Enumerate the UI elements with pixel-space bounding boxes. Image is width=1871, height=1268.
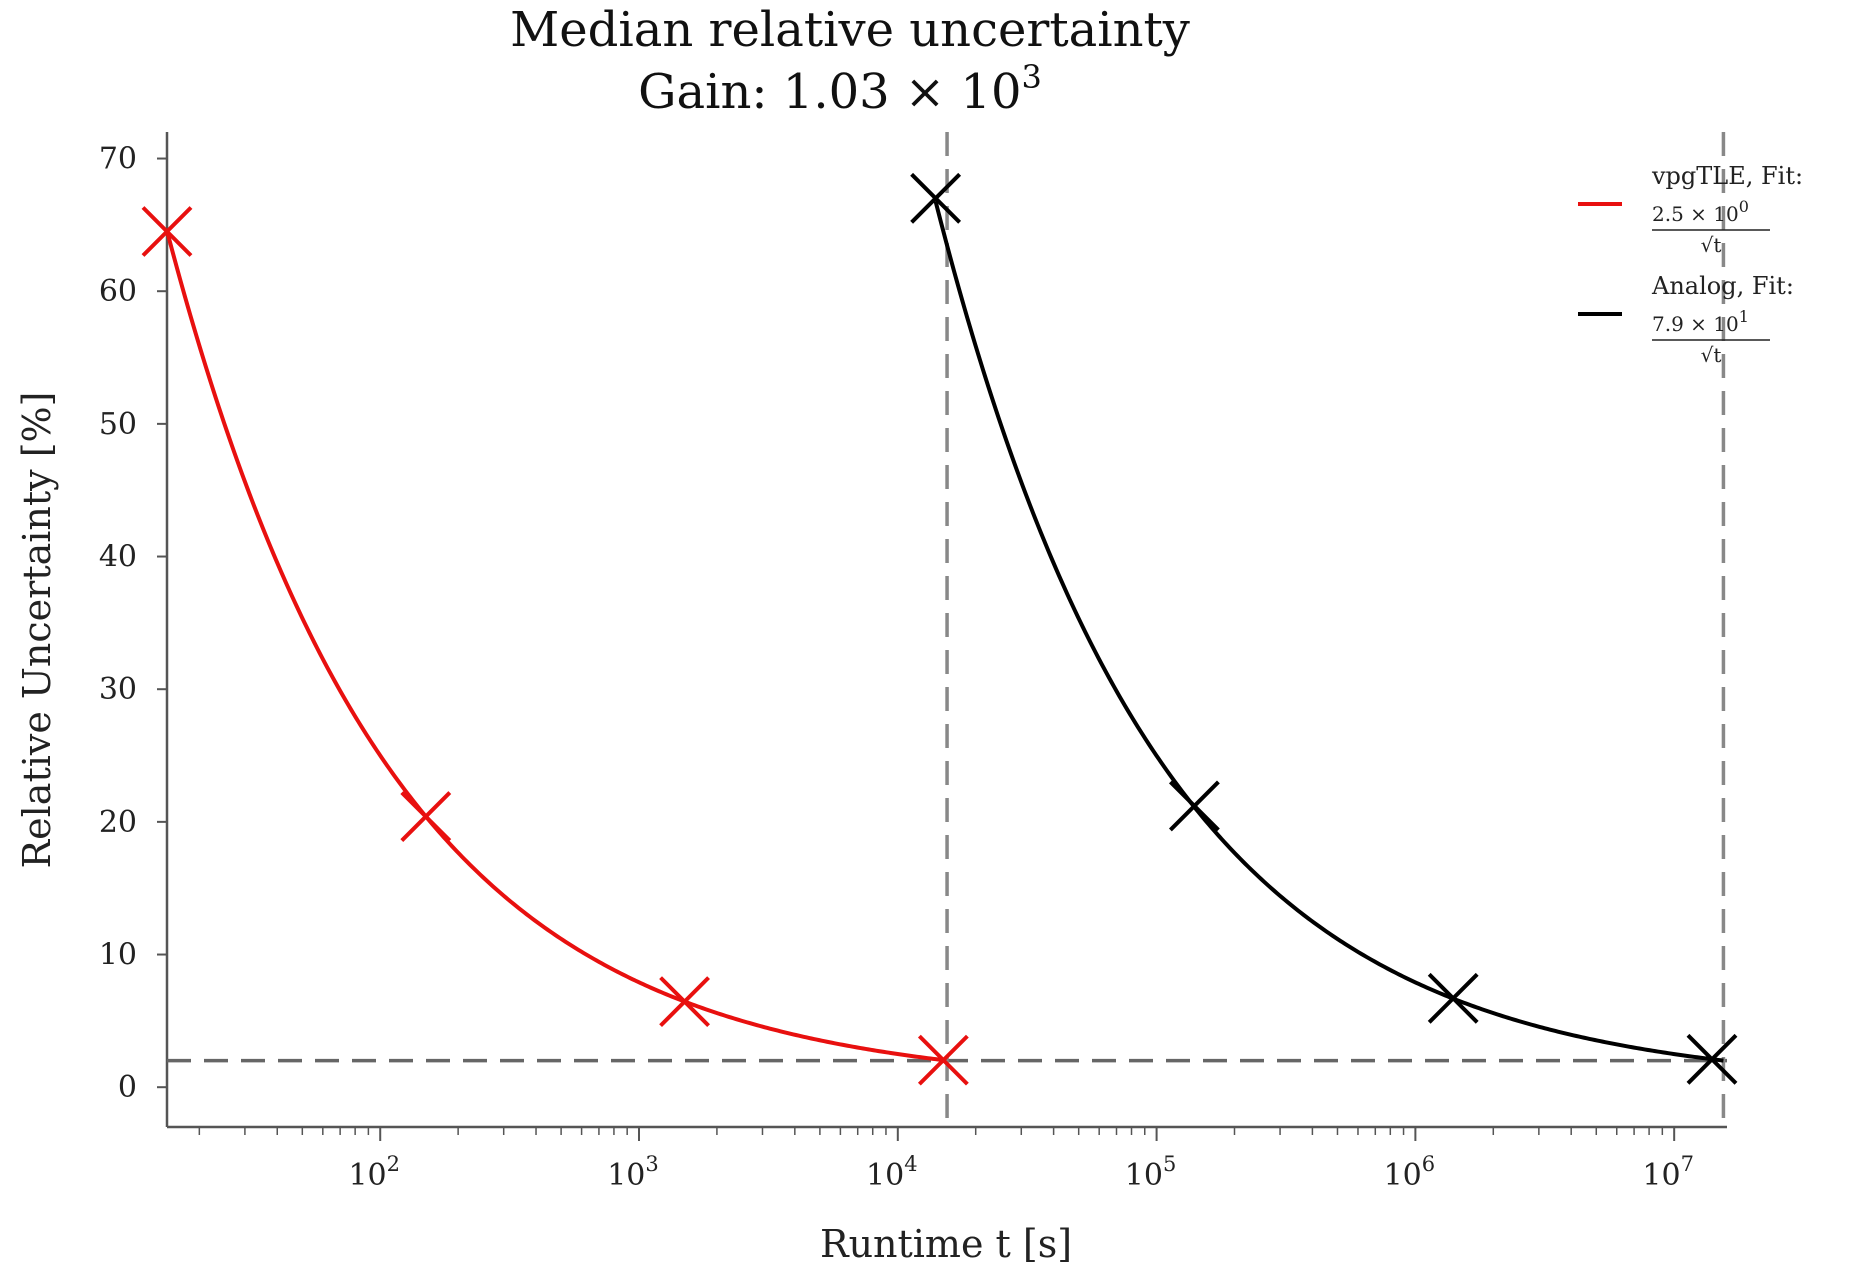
chart-title-gain-exponent: 3 xyxy=(1021,58,1041,96)
legend-fit-numerator-base-analog: 7.9 × 10 xyxy=(1652,312,1739,336)
vpgtle-fit-curve xyxy=(165,230,944,1063)
x-tick-label-exponent: 7 xyxy=(1681,1152,1694,1176)
x-tick-label: 103 xyxy=(607,1152,659,1193)
analog-data-marker xyxy=(910,172,962,224)
legend: vpgTLE, Fit: 2.5 × 100 √t Analog, Fit: 7… xyxy=(1578,162,1803,367)
legend-fit-denominator-vpgtle: √t xyxy=(1701,233,1722,257)
y-tick-label: 0 xyxy=(118,1070,137,1105)
x-tick-label-exponent: 4 xyxy=(904,1152,917,1176)
analog-data-marker xyxy=(1686,1033,1738,1085)
x-tick-label-base: 10 xyxy=(607,1158,645,1193)
analog-data-marker xyxy=(1427,972,1479,1024)
x-tick-label: 102 xyxy=(348,1152,400,1193)
legend-fit-numerator-base-vpgtle: 2.5 × 10 xyxy=(1652,202,1739,226)
chart-title-line2: Gain: 1.03 × 103 xyxy=(638,58,1042,120)
y-tick-label: 30 xyxy=(99,672,137,707)
x-axis-ticks: 102 103 104 105 106 107 xyxy=(198,1127,1694,1193)
analog-fit-curve xyxy=(933,200,1724,1063)
x-tick-label-base: 10 xyxy=(1642,1158,1680,1193)
x-tick-label: 106 xyxy=(1384,1152,1436,1193)
x-tick-label: 105 xyxy=(1125,1152,1177,1193)
data-markers xyxy=(141,172,1738,1086)
y-axis-ticks: 0 10 20 30 40 50 60 70 xyxy=(99,142,167,1105)
x-tick-label-exponent: 5 xyxy=(1163,1152,1176,1176)
x-axis-label: Runtime t [s] xyxy=(820,1222,1072,1266)
y-axis-label: Relative Uncertainty [%] xyxy=(15,392,59,869)
chart-title-gain-text: Gain: 1.03 × 10 xyxy=(638,64,1021,120)
chart-title-line1: Median relative uncertainty xyxy=(510,2,1190,58)
x-tick-label-exponent: 6 xyxy=(1422,1152,1435,1176)
x-tick-label-exponent: 3 xyxy=(645,1152,658,1176)
y-tick-label: 20 xyxy=(99,805,137,840)
legend-fit-numerator-vpgtle: 2.5 × 100 xyxy=(1652,197,1749,226)
legend-fit-numerator-exp-vpgtle: 0 xyxy=(1739,197,1749,216)
analog-data-marker xyxy=(1168,780,1220,832)
legend-label-vpgtle: vpgTLE, Fit: xyxy=(1651,162,1803,190)
y-tick-label: 40 xyxy=(99,540,137,575)
x-tick-label-base: 10 xyxy=(866,1158,904,1193)
legend-label-analog: Analog, Fit: xyxy=(1651,272,1794,300)
fit-curves xyxy=(165,200,1724,1063)
y-tick-label: 60 xyxy=(99,274,137,309)
reference-lines xyxy=(167,132,1727,1127)
x-tick-label-exponent: 2 xyxy=(387,1152,400,1176)
x-tick-label-base: 10 xyxy=(1384,1158,1422,1193)
y-tick-label: 50 xyxy=(99,407,137,442)
vpgtle-data-marker xyxy=(141,206,193,257)
x-tick-label: 104 xyxy=(866,1152,918,1193)
y-tick-label: 70 xyxy=(99,142,137,177)
x-tick-label-base: 10 xyxy=(348,1158,386,1193)
legend-fit-numerator-analog: 7.9 × 101 xyxy=(1652,307,1749,336)
legend-fit-denominator-analog: √t xyxy=(1701,343,1722,367)
x-tick-label-base: 10 xyxy=(1125,1158,1163,1193)
vpgtle-data-marker xyxy=(917,1034,969,1086)
legend-fit-numerator-exp-analog: 1 xyxy=(1739,307,1749,326)
y-tick-label: 10 xyxy=(99,938,137,973)
vpgtle-data-marker xyxy=(659,976,710,1028)
x-tick-label: 107 xyxy=(1642,1152,1694,1193)
vpgtle-data-marker xyxy=(400,791,452,842)
